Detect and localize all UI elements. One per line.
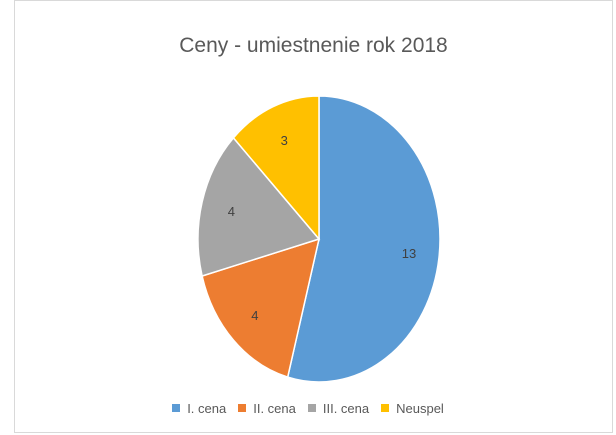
legend-label: I. cena (187, 401, 227, 416)
data-label: 13 (402, 246, 416, 261)
legend-item: Neuspel (381, 401, 444, 416)
legend-swatch (238, 404, 247, 412)
legend-item: III. cena (307, 401, 370, 416)
pie-slice (201, 237, 321, 379)
legend-swatch (172, 404, 181, 412)
legend-label: Neuspel (396, 401, 444, 416)
pie-slice (232, 95, 320, 242)
chart-legend: I. cena II. cena III. cena Neuspel (0, 401, 616, 416)
legend-swatch (381, 404, 390, 412)
legend-item: II. cena (238, 401, 296, 416)
chart-title: Ceny - umiestnenie rok 2018 (179, 34, 448, 57)
legend-item: I. cena (172, 401, 226, 416)
pie-slice (286, 95, 441, 383)
data-label: 4 (228, 204, 235, 219)
legend-label: II. cena (253, 401, 296, 416)
legend-swatch (307, 404, 316, 412)
data-label: 3 (281, 133, 288, 148)
legend-label: III. cena (322, 401, 370, 416)
data-label: 4 (251, 308, 258, 323)
pie-slice (197, 136, 321, 277)
